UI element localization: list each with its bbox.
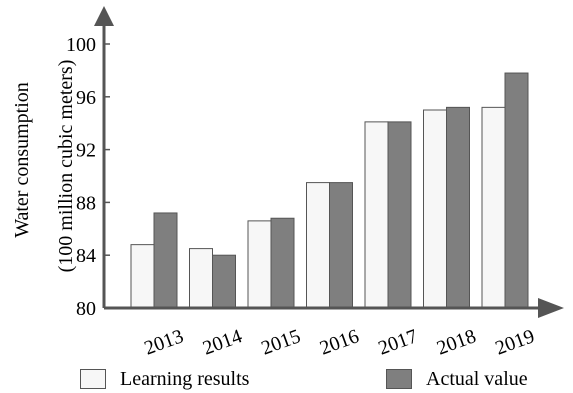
- y-axis-title: Water consumption (100 million cubic met…: [11, 60, 77, 273]
- y-tick-label-100: 100: [66, 34, 96, 56]
- x-ticks: 2013 2014 2015 2016 2017 2018 2019: [141, 325, 537, 359]
- x-tick-label-2013: 2013: [141, 325, 186, 359]
- legend-label-learning: Learning results: [120, 367, 250, 390]
- axes: [94, 6, 564, 318]
- bar-actual-2014: [212, 254, 236, 309]
- bars: [130, 72, 529, 309]
- y-tick-label-84: 84: [76, 245, 96, 267]
- bar-actual-2015: [270, 217, 295, 309]
- y-tick-label-96: 96: [76, 87, 96, 109]
- bar-actual-2019: [504, 72, 529, 309]
- x-tick-label-2015: 2015: [258, 325, 303, 359]
- bar-actual-2013: [153, 212, 178, 309]
- y-axis-title-line1: Water consumption: [11, 82, 33, 238]
- bar-learning-2019: [481, 106, 506, 309]
- bar-learning-2013: [130, 244, 155, 309]
- bar-learning-2018: [423, 109, 447, 309]
- bar-learning-2017: [364, 121, 389, 309]
- x-axis-arrow: [538, 298, 564, 318]
- x-tick-label-2019: 2019: [492, 325, 537, 359]
- legend-swatch-learning: [80, 369, 106, 389]
- y-tick-label-88: 88: [76, 192, 96, 214]
- y-ticks: 80 84 88 92 96 100: [66, 34, 110, 320]
- y-axis-arrow: [94, 6, 114, 26]
- x-tick-label-2018: 2018: [434, 325, 479, 359]
- legend-item-learning: Learning results: [80, 368, 249, 390]
- x-tick-label-2014: 2014: [200, 325, 245, 359]
- y-tick-label-92: 92: [76, 140, 96, 162]
- bar-actual-2017: [387, 121, 412, 309]
- bar-learning-2016: [306, 182, 330, 309]
- y-tick-label-80: 80: [76, 298, 96, 320]
- bar-learning-2014: [189, 248, 213, 309]
- legend-item-actual: Actual value: [386, 368, 528, 390]
- x-tick-label-2016: 2016: [317, 325, 362, 359]
- y-axis-title-line2: (100 million cubic meters): [55, 60, 77, 273]
- legend-swatch-actual: [386, 369, 412, 389]
- bar-learning-2015: [247, 220, 272, 309]
- bar-actual-2016: [329, 182, 353, 309]
- legend-label-actual: Actual value: [426, 367, 528, 390]
- bar-actual-2018: [446, 106, 470, 309]
- x-tick-label-2017: 2017: [375, 325, 420, 359]
